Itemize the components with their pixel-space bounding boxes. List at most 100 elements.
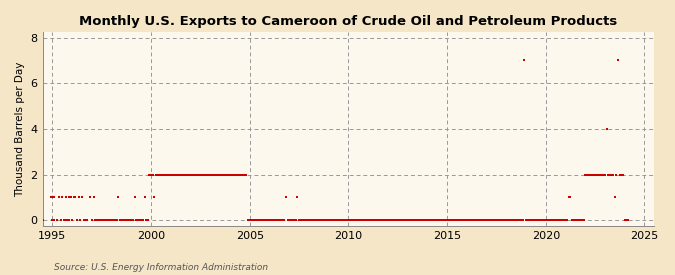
Point — [564, 195, 574, 200]
Point — [72, 218, 82, 222]
Point — [176, 172, 186, 177]
Point — [392, 218, 403, 222]
Point — [233, 172, 244, 177]
Point — [387, 218, 398, 222]
Point — [494, 218, 505, 222]
Point — [310, 218, 321, 222]
Point — [161, 172, 171, 177]
Point — [450, 218, 461, 222]
Point — [223, 172, 234, 177]
Point — [550, 218, 561, 222]
Point — [470, 218, 481, 222]
Point — [539, 218, 549, 222]
Text: Source: U.S. Energy Information Administration: Source: U.S. Energy Information Administ… — [54, 263, 268, 272]
Point — [259, 218, 270, 222]
Point — [128, 218, 138, 222]
Point — [383, 218, 394, 222]
Point — [346, 218, 357, 222]
Point — [354, 218, 365, 222]
Point — [113, 195, 124, 200]
Point — [356, 218, 367, 222]
Point — [88, 195, 99, 200]
Title: Monthly U.S. Exports to Cameroon of Crude Oil and Petroleum Products: Monthly U.S. Exports to Cameroon of Crud… — [79, 15, 618, 28]
Point — [415, 218, 426, 222]
Point — [284, 218, 294, 222]
Point — [103, 218, 113, 222]
Point — [590, 172, 601, 177]
Point — [267, 218, 278, 222]
Point — [232, 172, 242, 177]
Point — [463, 218, 474, 222]
Point — [111, 218, 122, 222]
Point — [85, 195, 96, 200]
Point — [587, 172, 597, 177]
Point — [226, 172, 237, 177]
Point — [261, 218, 271, 222]
Point — [575, 218, 586, 222]
Point — [576, 218, 587, 222]
Point — [535, 218, 546, 222]
Point — [100, 218, 111, 222]
Point — [243, 218, 254, 222]
Point — [601, 127, 612, 131]
Point — [266, 218, 277, 222]
Point — [139, 195, 150, 200]
Point — [509, 218, 520, 222]
Point — [376, 218, 387, 222]
Point — [165, 172, 176, 177]
Point — [208, 172, 219, 177]
Point — [443, 218, 454, 222]
Point — [353, 218, 364, 222]
Point — [279, 218, 290, 222]
Point — [489, 218, 500, 222]
Point — [215, 172, 225, 177]
Point — [447, 218, 458, 222]
Point — [621, 218, 632, 222]
Point — [119, 218, 130, 222]
Point — [440, 218, 451, 222]
Point — [65, 195, 76, 200]
Point — [180, 172, 191, 177]
Point — [562, 218, 572, 222]
Point — [154, 172, 165, 177]
Point — [430, 218, 441, 222]
Point — [351, 218, 362, 222]
Point — [116, 218, 127, 222]
Point — [622, 218, 633, 222]
Point — [435, 218, 446, 222]
Point — [190, 172, 201, 177]
Point — [406, 218, 416, 222]
Point — [448, 218, 459, 222]
Point — [155, 172, 166, 177]
Point — [517, 218, 528, 222]
Point — [366, 218, 377, 222]
Point — [537, 218, 548, 222]
Point — [82, 218, 92, 222]
Point — [409, 218, 420, 222]
Point — [47, 218, 58, 222]
Point — [93, 218, 104, 222]
Point — [202, 172, 213, 177]
Point — [596, 172, 607, 177]
Point — [281, 195, 292, 200]
Point — [37, 218, 48, 222]
Point — [568, 218, 579, 222]
Point — [198, 172, 209, 177]
Point — [252, 218, 263, 222]
Point — [386, 218, 397, 222]
Point — [432, 218, 443, 222]
Point — [49, 218, 59, 222]
Point — [184, 172, 194, 177]
Point — [63, 218, 74, 222]
Point — [441, 218, 452, 222]
Point — [207, 172, 217, 177]
Point — [115, 218, 126, 222]
Point — [67, 218, 78, 222]
Point — [621, 218, 632, 222]
Point — [486, 218, 497, 222]
Point — [290, 218, 301, 222]
Point — [593, 172, 604, 177]
Point — [275, 218, 286, 222]
Point — [90, 218, 101, 222]
Point — [481, 218, 492, 222]
